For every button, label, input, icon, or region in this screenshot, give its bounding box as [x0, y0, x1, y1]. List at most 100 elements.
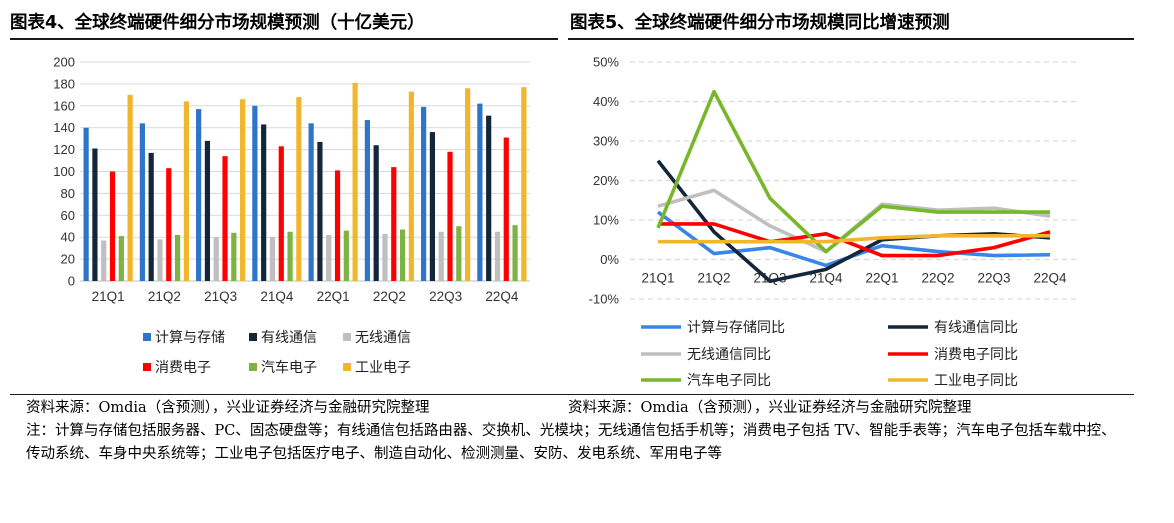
- bar-21Q2-3: [166, 168, 172, 281]
- legend-label: 工业电子: [355, 360, 411, 376]
- footnote: 注：计算与存储包括服务器、PC、固态硬盘等；有线通信包括路由器、交换机、光模块；…: [26, 423, 1116, 462]
- bar-22Q1-2: [326, 235, 332, 281]
- x-tick-label: 22Q2: [373, 289, 406, 304]
- y-tick-label: 120: [53, 142, 75, 157]
- y-tick-label: 30%: [593, 134, 619, 149]
- bar-21Q2-4: [174, 235, 181, 281]
- bar-21Q3-5: [240, 99, 246, 281]
- bar-22Q1-4: [343, 230, 349, 281]
- bar-22Q2-0: [364, 120, 370, 281]
- bar-21Q4-2: [269, 237, 276, 281]
- y-tick-label: 10%: [593, 213, 619, 228]
- y-tick-label: 180: [53, 76, 75, 91]
- right-source-note: 资料来源：Omdia（含预测），兴业证券经济与金融研究院整理: [568, 400, 972, 416]
- bar-22Q4-3: [503, 137, 509, 281]
- series-line-4: [656, 89, 1050, 254]
- legend-swatch: [343, 363, 351, 371]
- bar-22Q3-0: [421, 106, 427, 282]
- x-tick-label: 21Q1: [92, 289, 125, 304]
- y-tick-label: 40: [61, 230, 75, 245]
- y-tick-label: 200: [53, 55, 75, 70]
- x-tick-label: 22Q3: [429, 289, 462, 304]
- legend-label: 计算与存储同比: [687, 320, 785, 336]
- bar-21Q1-3: [109, 171, 116, 281]
- legend-label: 无线通信同比: [687, 347, 771, 363]
- left-source-note: 资料来源：Omdia（含预测），兴业证券经济与金融研究院整理: [26, 400, 430, 416]
- bar-chart: 0 20 40 60 80 100 120 140 160 180 200 21Q1 21Q2 21Q3 2…: [53, 55, 530, 376]
- legend-label: 消费电子: [155, 360, 211, 376]
- series-line-5: [658, 234, 1050, 244]
- legend-label: 工业电子同比: [934, 373, 1018, 389]
- bar-22Q4-1: [486, 115, 492, 281]
- x-tick-label: 22Q1: [865, 271, 898, 286]
- y-tick-label: 0%: [600, 252, 619, 267]
- y-tick-label: 20: [61, 252, 75, 267]
- y-tick-label: 0: [68, 274, 75, 289]
- bar-22Q2-4: [399, 229, 406, 281]
- bar-22Q3-1: [429, 132, 436, 281]
- series-line-1: [656, 159, 1051, 284]
- bar-21Q2-0: [139, 123, 145, 281]
- legend-label: 计算与存储: [155, 330, 225, 346]
- bar-21Q1-5: [127, 94, 133, 281]
- y-tick-label: 80: [61, 186, 75, 201]
- footer-rule: [10, 394, 1134, 395]
- x-tick-label: 21Q3: [204, 289, 237, 304]
- bar-21Q2-5: [183, 101, 189, 281]
- bar-22Q1-1: [317, 141, 323, 281]
- bar-22Q3-3: [447, 151, 453, 281]
- legend-swatch: [143, 333, 151, 341]
- right-chart-title: 图表5、全球终端硬件细分市场规模同比增速预测: [570, 13, 950, 33]
- bar-22Q1-0: [308, 123, 314, 281]
- bar-21Q1-0: [83, 127, 89, 281]
- bar-22Q4-2: [494, 231, 501, 281]
- right-title-rule: [568, 38, 1134, 40]
- x-tick-label: 21Q2: [697, 271, 730, 286]
- bar-22Q1-5: [352, 82, 358, 282]
- bar-21Q4-4: [287, 231, 293, 281]
- y-tick-label: 100: [53, 164, 75, 179]
- bar-21Q4-3: [278, 146, 284, 281]
- bar-22Q4-4: [512, 225, 518, 281]
- legend-swatch: [249, 363, 257, 371]
- x-tick-label: 22Q4: [1033, 271, 1067, 286]
- bar-21Q3-2: [213, 237, 219, 281]
- x-tick-label: 21Q4: [260, 289, 294, 304]
- x-tick-label: 21Q2: [148, 289, 181, 304]
- y-tick-label: 60: [61, 208, 75, 223]
- bar-21Q3-1: [204, 140, 211, 281]
- left-chart-title: 图表4、全球终端硬件细分市场规模预测（十亿美元）: [10, 13, 425, 33]
- series-line-3: [658, 222, 1051, 258]
- y-tick-label: 160: [53, 98, 75, 113]
- bar-21Q4-0: [252, 105, 258, 281]
- legend-swatch: [143, 363, 151, 371]
- x-tick-label: 21Q4: [809, 271, 843, 286]
- y-tick-label: 20%: [593, 173, 619, 188]
- bar-21Q1-4: [118, 236, 124, 281]
- bar-22Q4-0: [477, 103, 483, 281]
- legend-label: 消费电子同比: [934, 347, 1018, 363]
- bar-21Q3-4: [231, 232, 237, 281]
- y-tick-label: -10%: [589, 292, 620, 307]
- bar-22Q2-5: [408, 91, 414, 281]
- left-title-rule: [10, 38, 558, 40]
- bar-21Q2-2: [157, 239, 163, 281]
- x-tick-label: 22Q3: [977, 271, 1010, 286]
- legend-label: 汽车电子: [261, 359, 317, 376]
- legend-swatch: [343, 333, 351, 341]
- legend-label: 汽车电子同比: [687, 372, 771, 389]
- bar-21Q1-1: [92, 148, 98, 281]
- bar-22Q4-5: [521, 87, 527, 281]
- bar-22Q3-2: [438, 231, 444, 281]
- legend-label: 有线通信: [261, 330, 317, 346]
- bar-22Q2-3: [391, 167, 397, 281]
- y-tick-label: 50%: [593, 55, 619, 70]
- bar-22Q2-2: [382, 233, 388, 281]
- x-tick-label: 22Q2: [921, 271, 954, 286]
- y-tick-label: 140: [53, 120, 75, 135]
- x-tick-label: 21Q1: [641, 271, 674, 286]
- x-tick-label: 22Q4: [485, 289, 519, 304]
- legend-label: 有线通信同比: [934, 320, 1018, 336]
- line-chart: -10%0%10%20%30%40%50%21Q1 21Q2 21Q3 21Q4 22Q…: [589, 55, 1078, 389]
- bar-21Q1-2: [101, 240, 107, 281]
